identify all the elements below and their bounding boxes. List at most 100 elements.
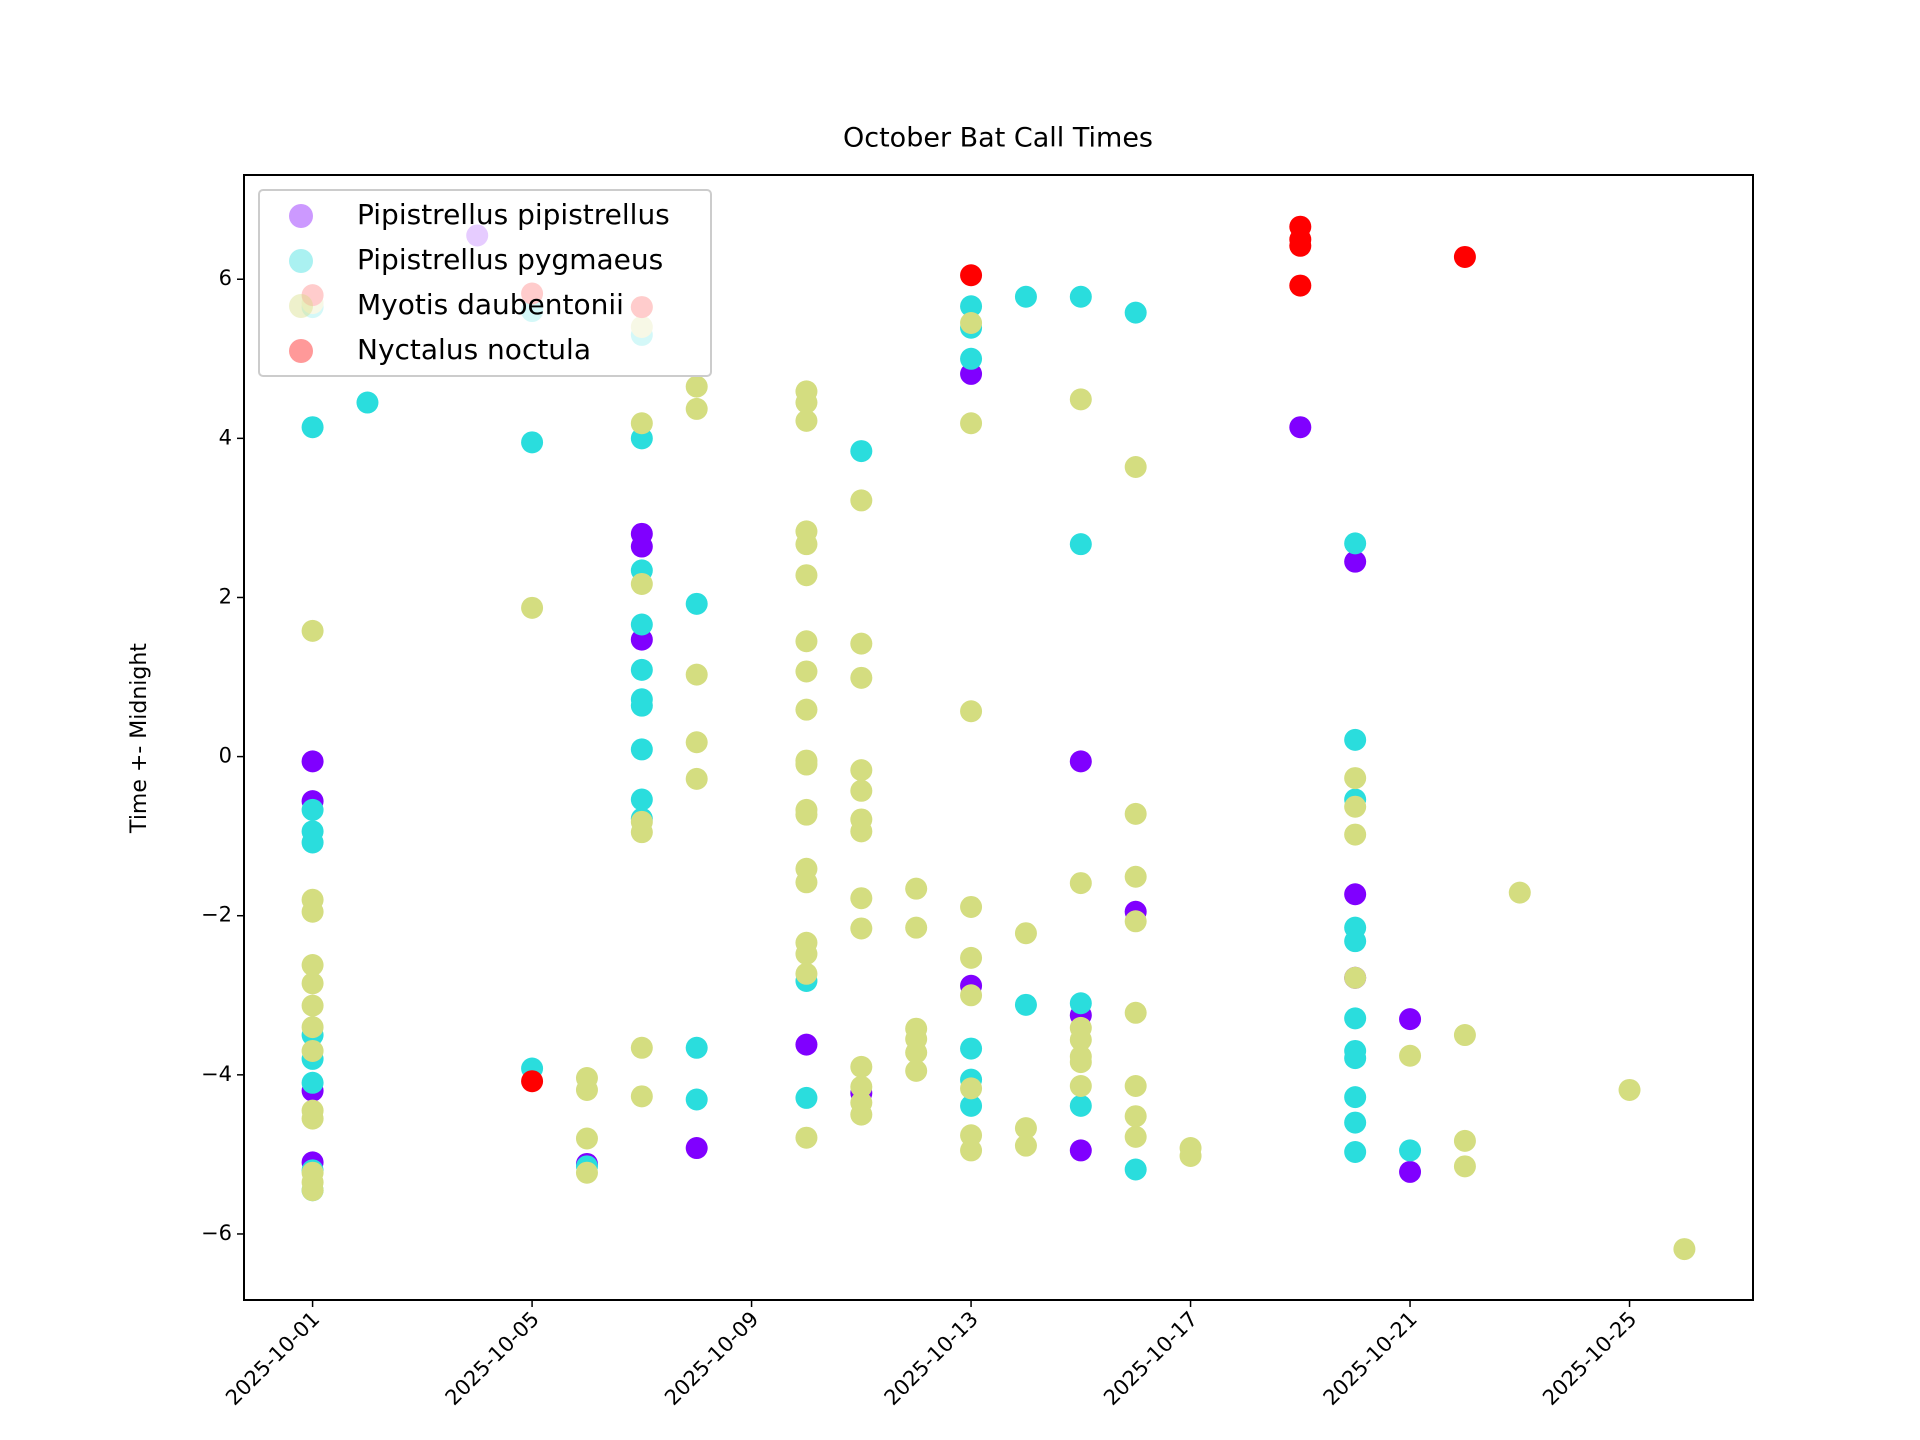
point [301,1071,324,1094]
point [1344,883,1367,906]
point [795,1126,818,1149]
point [1124,910,1147,933]
point [960,347,983,370]
point [521,596,544,619]
point [850,632,873,655]
point [630,658,653,681]
point [1014,993,1037,1016]
point [301,831,324,854]
point [1069,1074,1092,1097]
point [575,1127,598,1150]
point [795,533,818,556]
point [630,694,653,717]
point [1399,1139,1422,1162]
point [795,753,818,776]
point [850,759,873,782]
point [1453,245,1476,268]
point [905,1041,928,1064]
point [960,412,983,435]
y-tick-label: −6 [201,1221,232,1245]
legend-label: Myotis daubentonii [357,288,624,321]
point [1069,388,1092,411]
point [1399,1008,1422,1031]
point [301,900,324,923]
point [1399,1044,1422,1067]
point [685,1088,708,1111]
point [1344,1007,1367,1030]
legend-frame [258,189,712,377]
legend-marker [289,339,313,363]
point [301,416,324,439]
point [1453,1129,1476,1152]
y-tick-label: −4 [201,1062,232,1086]
point [685,1036,708,1059]
point [960,984,983,1007]
point [905,1059,928,1082]
y-tick-label: 4 [219,425,232,449]
legend-label: Pipistrellus pipistrellus [357,198,670,231]
point [905,877,928,900]
point [1399,1160,1422,1183]
point [1124,1105,1147,1128]
point [795,803,818,826]
point [301,1016,324,1039]
point [575,1078,598,1101]
point [630,412,653,435]
y-tick-label: 2 [219,584,232,608]
plot-frame [243,174,1754,1301]
point [795,1033,818,1056]
point [630,613,653,636]
point [850,917,873,940]
point [960,362,983,385]
point [301,954,324,977]
point [1289,416,1312,439]
point [685,767,708,790]
point [1069,1028,1092,1051]
point [685,1137,708,1160]
point [1014,1134,1037,1157]
point [630,1085,653,1108]
point [301,619,324,642]
point [795,962,818,985]
point [1344,823,1367,846]
point [795,409,818,432]
point [850,666,873,689]
point [1124,455,1147,478]
point [301,1179,324,1202]
point [1124,1158,1147,1181]
point [356,391,379,414]
point [521,1070,544,1093]
point [301,750,324,773]
point [1289,234,1312,257]
point [850,887,873,910]
point [301,1039,324,1062]
point [1673,1238,1696,1261]
point [1069,872,1092,895]
point [685,663,708,686]
point [1344,767,1367,790]
point [1508,881,1531,904]
point [960,1037,983,1060]
point [630,535,653,558]
point [630,1036,653,1059]
point [850,489,873,512]
point [1124,802,1147,825]
point [1069,992,1092,1015]
point [960,946,983,969]
point [795,1086,818,1109]
point [1069,750,1092,773]
point [960,1124,983,1147]
point [1124,1125,1147,1148]
point [850,440,873,463]
point [850,1103,873,1126]
point [1179,1144,1202,1167]
point [630,788,653,811]
point [1618,1078,1641,1101]
point [850,820,873,843]
point [301,994,324,1017]
legend-marker [289,249,313,273]
y-tick-label: 6 [219,266,232,290]
point [1069,285,1092,308]
